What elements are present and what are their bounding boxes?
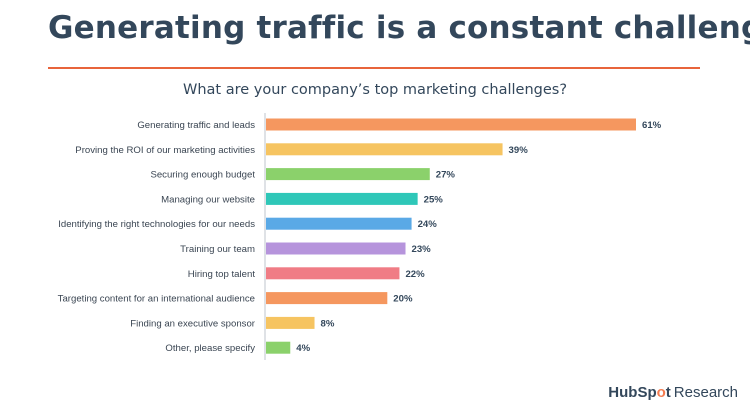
hubspot-research-logo: HubSpot Research xyxy=(608,384,738,401)
bar xyxy=(266,217,412,230)
value-label: 24% xyxy=(418,219,438,230)
bar xyxy=(266,316,315,329)
category-label: Finding an executive sponsor xyxy=(130,318,256,329)
category-label: Other, please specify xyxy=(165,343,255,354)
category-label: Targeting content for an international a… xyxy=(58,294,255,305)
bars-group: Generating traffic and leads 61% Proving t… xyxy=(58,118,662,354)
bar xyxy=(266,118,636,131)
category-label: Hiring top talent xyxy=(188,269,256,280)
page-title: Generating traffic is a constant challen… xyxy=(48,10,750,46)
value-label: 8% xyxy=(321,318,335,329)
bar xyxy=(266,168,430,181)
category-label: Proving the ROI of our marketing activit… xyxy=(75,145,255,156)
bar xyxy=(266,341,291,354)
logo-text-left: HubSp xyxy=(608,384,657,401)
bar xyxy=(266,292,388,305)
value-label: 4% xyxy=(296,343,310,354)
category-label: Managing our website xyxy=(161,194,255,205)
category-label: Securing enough budget xyxy=(150,170,255,181)
value-label: 23% xyxy=(412,244,432,255)
value-label: 27% xyxy=(436,170,456,181)
value-label: 61% xyxy=(642,120,662,131)
value-label: 25% xyxy=(424,194,444,205)
sprocket-mark: o xyxy=(656,384,666,401)
value-label: 20% xyxy=(393,294,413,305)
hubspot-logo: HubSpot xyxy=(608,384,671,401)
bar xyxy=(266,143,503,156)
research-label: Research xyxy=(673,384,738,401)
category-label: Training our team xyxy=(180,244,255,255)
category-label: Identifying the right technologies for o… xyxy=(58,219,255,230)
bar xyxy=(266,267,400,280)
bar xyxy=(266,242,406,255)
chart-title: What are your company’s top marketing ch… xyxy=(182,82,568,98)
value-label: 22% xyxy=(405,269,425,280)
category-label: Generating traffic and leads xyxy=(137,120,255,131)
logo-text-right: t xyxy=(665,384,671,401)
bar xyxy=(266,192,418,205)
title-divider xyxy=(48,67,700,69)
value-label: 39% xyxy=(509,145,529,156)
